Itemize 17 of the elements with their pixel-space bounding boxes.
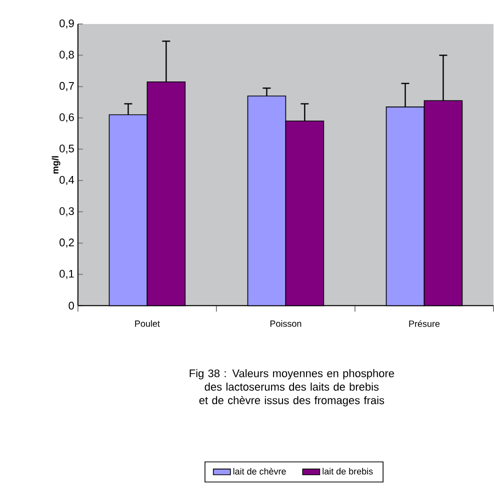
legend-label: lait de brebis (322, 468, 373, 474)
caption: Fig 38 : Valeurs moyennes en phosphore des lactoserums des laits de brebis et de chèvre issus des fromages frais (190, 368, 394, 406)
y-tick-label: 0,6 (60, 113, 74, 122)
y-tick-label: 0,3 (60, 207, 74, 216)
y-tick-label: 0,7 (60, 82, 74, 91)
y-tick-label: 0,4 (60, 176, 74, 185)
y-tick-label: 0,2 (60, 238, 74, 248)
x-tick-label: Présure (409, 320, 440, 327)
x-tick-label: Poulet (135, 320, 160, 327)
legend-label: lait de chèvre (233, 468, 286, 474)
y-tick-label: 0,9 (60, 19, 74, 28)
y-tick-label: 0,1 (60, 270, 74, 279)
y-tick-label: 0,8 (60, 50, 74, 60)
x-tick-label: Poisson (270, 320, 302, 327)
y-tick-label: 0,5 (60, 144, 74, 154)
y-tick-label: 0 (68, 302, 74, 310)
y-axis-title: mg/l (52, 156, 60, 174)
